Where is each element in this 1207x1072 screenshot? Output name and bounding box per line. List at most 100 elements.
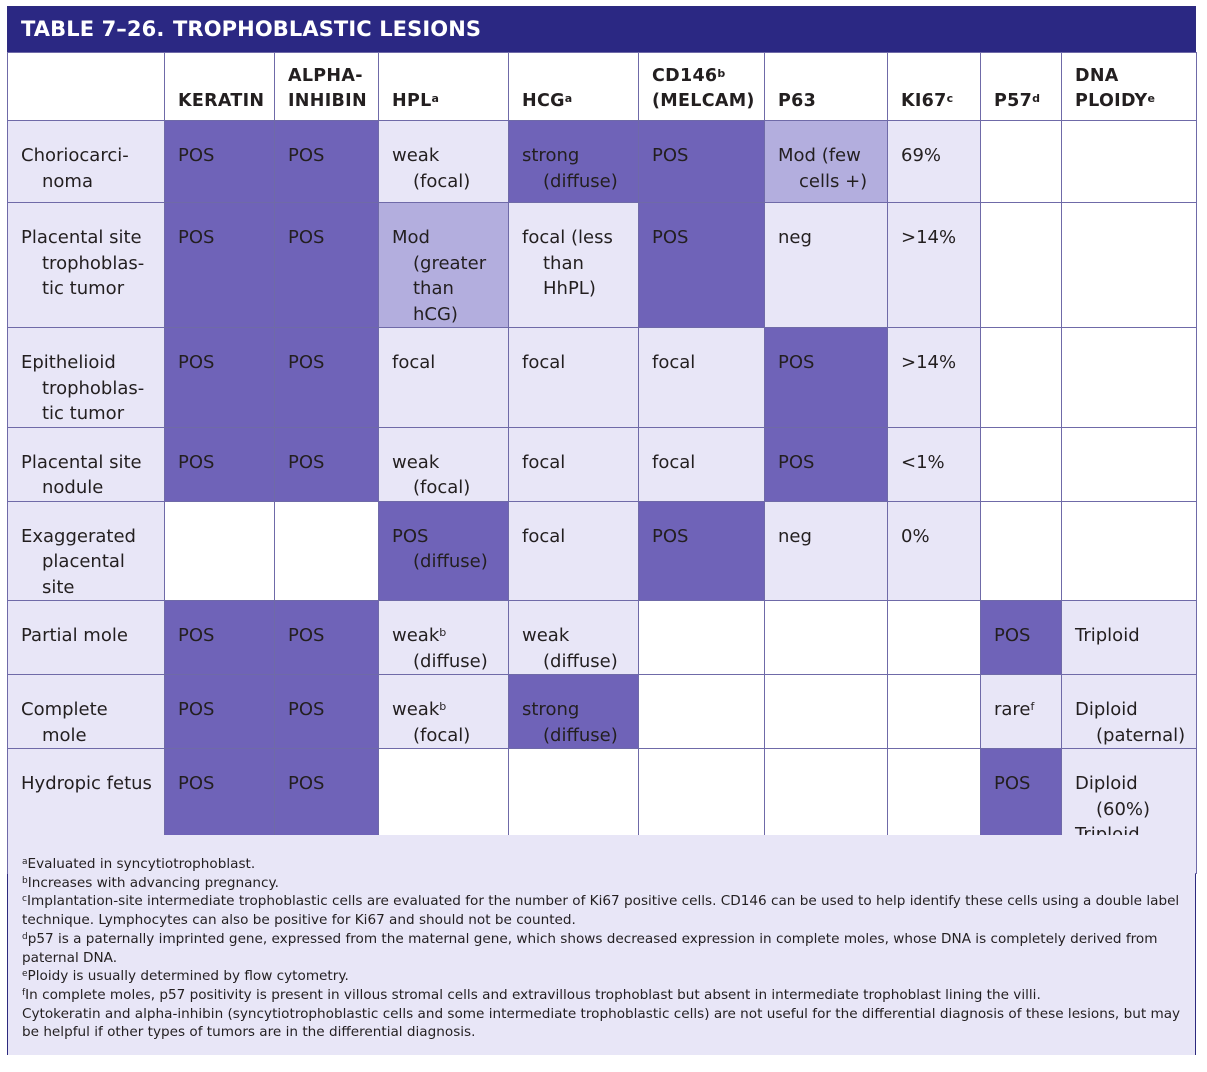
column-header-line: HCGa xyxy=(522,89,630,114)
table-cell: neg xyxy=(764,202,888,328)
cell-line: weak xyxy=(522,623,628,649)
cell-line: Mod xyxy=(392,225,498,251)
cell-line: (paternal) xyxy=(1075,723,1186,749)
superscript: b xyxy=(439,700,447,713)
cell-text: <1% xyxy=(901,451,945,473)
row-label: Placental site nodule xyxy=(7,426,165,502)
cell-text: POS xyxy=(994,773,1031,794)
table-cell: POS xyxy=(164,426,275,502)
superscript: b xyxy=(717,67,726,80)
column-header-line: INHIBIN xyxy=(288,89,370,114)
cell-line: POS xyxy=(288,623,368,649)
table-caption: TROPHOBLASTIC LESIONS xyxy=(173,17,482,41)
cell-line: strong xyxy=(522,143,628,169)
table-cell xyxy=(638,674,765,749)
cell-line: POS xyxy=(178,771,264,797)
cell-line: strong xyxy=(522,697,628,723)
cell-text: (focal) xyxy=(413,724,471,746)
row-label-line: Complete xyxy=(21,697,154,723)
cell-text: focal xyxy=(392,352,436,373)
row-label-line: Partial mole xyxy=(21,623,154,649)
cell-line: Diploid xyxy=(1075,697,1186,723)
column-header-line: P63 xyxy=(778,89,879,114)
row-label: Placental site trophoblas-tic tumor xyxy=(7,202,165,328)
column-header-text: (MELCAM) xyxy=(652,91,755,111)
table-cell: focal xyxy=(638,426,765,502)
column-header: KI67c xyxy=(887,52,981,121)
column-header-text: CD146 xyxy=(652,66,718,86)
cell-line: POS xyxy=(288,225,368,251)
cell-line: (diffuse) xyxy=(392,549,498,575)
cell-text: POS xyxy=(178,352,215,373)
cell-line: POS xyxy=(994,623,1051,649)
table-cell xyxy=(1061,120,1197,203)
column-header-line: P57d xyxy=(994,89,1053,114)
footnote-marker: f xyxy=(22,987,26,998)
table-cell: POS xyxy=(274,327,379,428)
cell-text: Mod (few xyxy=(778,145,861,166)
cell-line: (diffuse) xyxy=(522,649,628,675)
cell-text: hCG) xyxy=(413,303,458,325)
table-cell: focal (less than HhPL) xyxy=(508,202,639,328)
row-label-text: mole xyxy=(42,724,87,746)
table-cell: 0% xyxy=(887,500,981,601)
cell-text: >14% xyxy=(901,227,957,248)
superscript: a xyxy=(431,92,440,105)
table-cell: Mod (greater than hCG) xyxy=(378,202,509,328)
column-header-line: DNA xyxy=(1075,64,1188,89)
column-header: P57d xyxy=(980,52,1062,121)
column-header-text: KI67 xyxy=(901,91,947,111)
table-cell xyxy=(274,500,379,601)
footnote: ePloidy is usually determined by flow cy… xyxy=(22,967,1182,986)
column-header-text: P57 xyxy=(994,91,1033,111)
cell-line: focal xyxy=(392,350,498,376)
cell-text: weak xyxy=(522,625,570,646)
table-cell: POS xyxy=(164,120,275,203)
table-cell: POS xyxy=(638,500,765,601)
table-cell xyxy=(980,426,1062,502)
cell-line: POS xyxy=(178,697,264,723)
cell-text: POS xyxy=(778,352,815,373)
row-label-text: tic tumor xyxy=(42,278,125,299)
cell-line: POS xyxy=(178,350,264,376)
cell-text: focal xyxy=(522,352,566,373)
table-cell: >14% xyxy=(887,327,981,428)
column-header-text: HPL xyxy=(392,91,432,111)
cell-text: Diploid xyxy=(1075,699,1138,720)
cell-text: POS xyxy=(288,352,325,373)
column-header: HPLa xyxy=(378,52,509,121)
cell-line: weak xyxy=(392,450,498,476)
cell-line: POS xyxy=(652,143,754,169)
cell-text: focal (less xyxy=(522,227,613,248)
cell-line: weakb xyxy=(392,697,498,723)
row-label-line: Placental site xyxy=(21,450,154,476)
table-cell: 69% xyxy=(887,120,981,203)
cell-line: >14% xyxy=(901,350,970,376)
cell-line: raref xyxy=(994,697,1051,723)
cell-text: HhPL) xyxy=(543,278,596,299)
cell-line: (focal) xyxy=(392,723,498,749)
header-row: KERATIN ALPHA- INHIBIN HPLa HCGa CD146b (MELCA… xyxy=(7,52,1197,121)
cell-line: POS xyxy=(652,225,754,251)
cell-line: (60%) xyxy=(1075,797,1186,823)
footnote-text: Cytokeratin and alpha-inhibin (syncytiot… xyxy=(22,1005,1181,1041)
row-label: Choriocarci-noma xyxy=(7,120,165,203)
table-cell: POS xyxy=(164,674,275,749)
row-label-text: Epithelioid xyxy=(21,352,116,373)
column-header-line: HPLa xyxy=(392,89,500,114)
table-cell xyxy=(980,327,1062,428)
row-label-line: tic tumor xyxy=(21,276,154,302)
table-cell: strong (diffuse) xyxy=(508,120,639,203)
cell-line: POS xyxy=(288,350,368,376)
cell-line: POS xyxy=(778,450,877,476)
cell-text: 0% xyxy=(901,525,930,547)
cell-text: focal xyxy=(652,451,696,473)
cell-line: (greater xyxy=(392,251,498,277)
table-row: Complete mole POS POS weakb (focal) strong (dif… xyxy=(7,674,1197,749)
footnote-marker: c xyxy=(22,894,27,905)
cell-line: weak xyxy=(392,143,498,169)
column-header-text: INHIBIN xyxy=(288,91,367,111)
table-cell xyxy=(887,674,981,749)
table-cell: Triploid xyxy=(1061,600,1197,675)
table-cell: weakb (diffuse) xyxy=(378,600,509,675)
